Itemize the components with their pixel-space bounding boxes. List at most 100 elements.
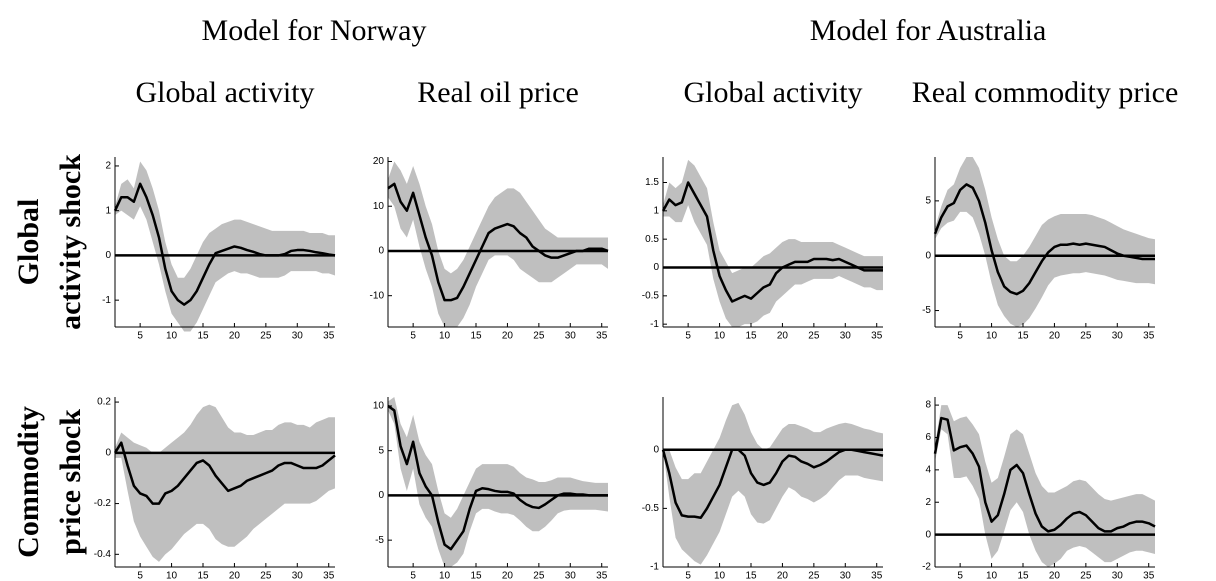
x-tick-label: 5 (410, 331, 416, 342)
confidence-band (115, 404, 335, 562)
y-tick-label: 2 (105, 161, 111, 172)
x-tick-label: 10 (986, 331, 998, 342)
response-line (933, 183, 1155, 296)
confidence-band (115, 161, 335, 332)
row-label: Global (12, 199, 45, 286)
y-tick-label: -10 (370, 290, 385, 301)
x-tick-label: 5 (957, 331, 963, 342)
x-tick-label: 10 (714, 331, 726, 342)
y-tick-label: 1.5 (645, 177, 659, 188)
x-tick-label: 35 (323, 571, 335, 581)
y-tick-label: 10 (373, 401, 385, 412)
x-tick-label: 35 (871, 331, 883, 342)
y-tick-label: 0 (925, 250, 931, 261)
response-line (113, 441, 336, 505)
x-tick-label: 15 (197, 571, 209, 581)
confidence-band (388, 397, 608, 567)
y-tick-label: -1 (650, 562, 659, 573)
y-tick-label: 0 (105, 447, 111, 458)
response-line (933, 416, 1156, 533)
y-tick-label: 0 (653, 262, 659, 273)
y-tick-label: -0.5 (642, 290, 660, 301)
x-tick-label: 5 (410, 571, 416, 581)
x-tick-label: 25 (1080, 571, 1092, 581)
y-tick-label: 0 (105, 250, 111, 261)
x-tick-label: 5 (685, 571, 691, 581)
x-tick-label: 30 (840, 331, 852, 342)
chart-title: Global activity (683, 76, 862, 109)
x-tick-label: 20 (229, 331, 241, 342)
x-tick-label: 25 (533, 331, 545, 342)
y-tick-label: 8 (925, 400, 931, 411)
y-tick-label: 20 (373, 156, 385, 167)
x-tick-label: 35 (1143, 571, 1155, 581)
confidence-band (663, 159, 883, 327)
x-tick-label: 30 (840, 571, 852, 581)
y-tick-label: -0.5 (642, 503, 660, 514)
y-tick-label: -1 (650, 319, 659, 330)
chart-title: Real commodity price (912, 76, 1179, 109)
y-tick-label: 1 (653, 205, 659, 216)
x-tick-label: 30 (1112, 571, 1124, 581)
x-tick-label: 20 (1049, 571, 1061, 581)
x-tick-label: 15 (197, 331, 209, 342)
confidence-band (935, 157, 1155, 327)
x-tick-label: 10 (714, 571, 726, 581)
y-tick-label: -2 (922, 562, 931, 573)
y-tick-label: 5 (378, 445, 384, 456)
row-label: price shock (54, 409, 87, 555)
group-title: Model for Australia (810, 14, 1047, 47)
x-tick-label: 5 (685, 331, 691, 342)
chart-title: Global activity (135, 76, 314, 109)
x-tick-label: 10 (439, 571, 451, 581)
x-tick-label: 35 (323, 331, 335, 342)
x-tick-label: 20 (777, 331, 789, 342)
x-tick-label: 30 (565, 571, 577, 581)
x-tick-label: 15 (1017, 571, 1029, 581)
row-label: Commodity (12, 406, 45, 558)
y-tick-label: -0.4 (94, 549, 112, 560)
response-line (113, 182, 336, 306)
x-tick-label: 20 (229, 571, 241, 581)
x-tick-label: 20 (777, 571, 789, 581)
y-tick-label: 0.5 (645, 234, 659, 245)
x-tick-label: 25 (533, 571, 545, 581)
y-tick-label: 0 (653, 444, 659, 455)
x-tick-label: 20 (502, 331, 514, 342)
x-tick-label: 15 (470, 331, 482, 342)
x-tick-label: 10 (986, 571, 998, 581)
x-tick-label: 15 (745, 331, 757, 342)
x-tick-label: 10 (166, 331, 178, 342)
y-tick-label: -1 (102, 295, 111, 306)
y-tick-label: 6 (925, 432, 931, 443)
x-tick-label: 30 (292, 331, 304, 342)
y-tick-label: 2 (925, 497, 931, 508)
y-tick-label: 4 (925, 464, 931, 475)
y-tick-label: 0.2 (97, 397, 111, 408)
y-tick-label: 5 (925, 196, 931, 207)
x-tick-label: 5 (957, 571, 963, 581)
response-line (661, 181, 883, 303)
x-tick-label: 25 (260, 571, 272, 581)
x-tick-label: 20 (502, 571, 514, 581)
group-title: Model for Norway (202, 14, 427, 47)
y-tick-label: 1 (105, 205, 111, 216)
chart-title: Real oil price (417, 76, 579, 109)
x-tick-label: 15 (1017, 331, 1029, 342)
y-tick-label: 0 (925, 529, 931, 540)
confidence-band (935, 405, 1155, 567)
x-tick-label: 30 (292, 571, 304, 581)
y-tick-label: -0.2 (94, 498, 112, 509)
response-line (387, 182, 609, 302)
x-tick-label: 15 (745, 571, 757, 581)
y-tick-label: -5 (922, 305, 931, 316)
x-tick-label: 35 (871, 571, 883, 581)
row-label: activity shock (54, 154, 87, 330)
x-tick-label: 10 (166, 571, 178, 581)
x-tick-label: 25 (260, 331, 272, 342)
x-tick-label: 30 (1112, 331, 1124, 342)
y-tick-label: 0 (378, 490, 384, 501)
y-tick-label: 10 (373, 201, 385, 212)
x-tick-label: 5 (137, 571, 143, 581)
response-line (387, 404, 608, 551)
